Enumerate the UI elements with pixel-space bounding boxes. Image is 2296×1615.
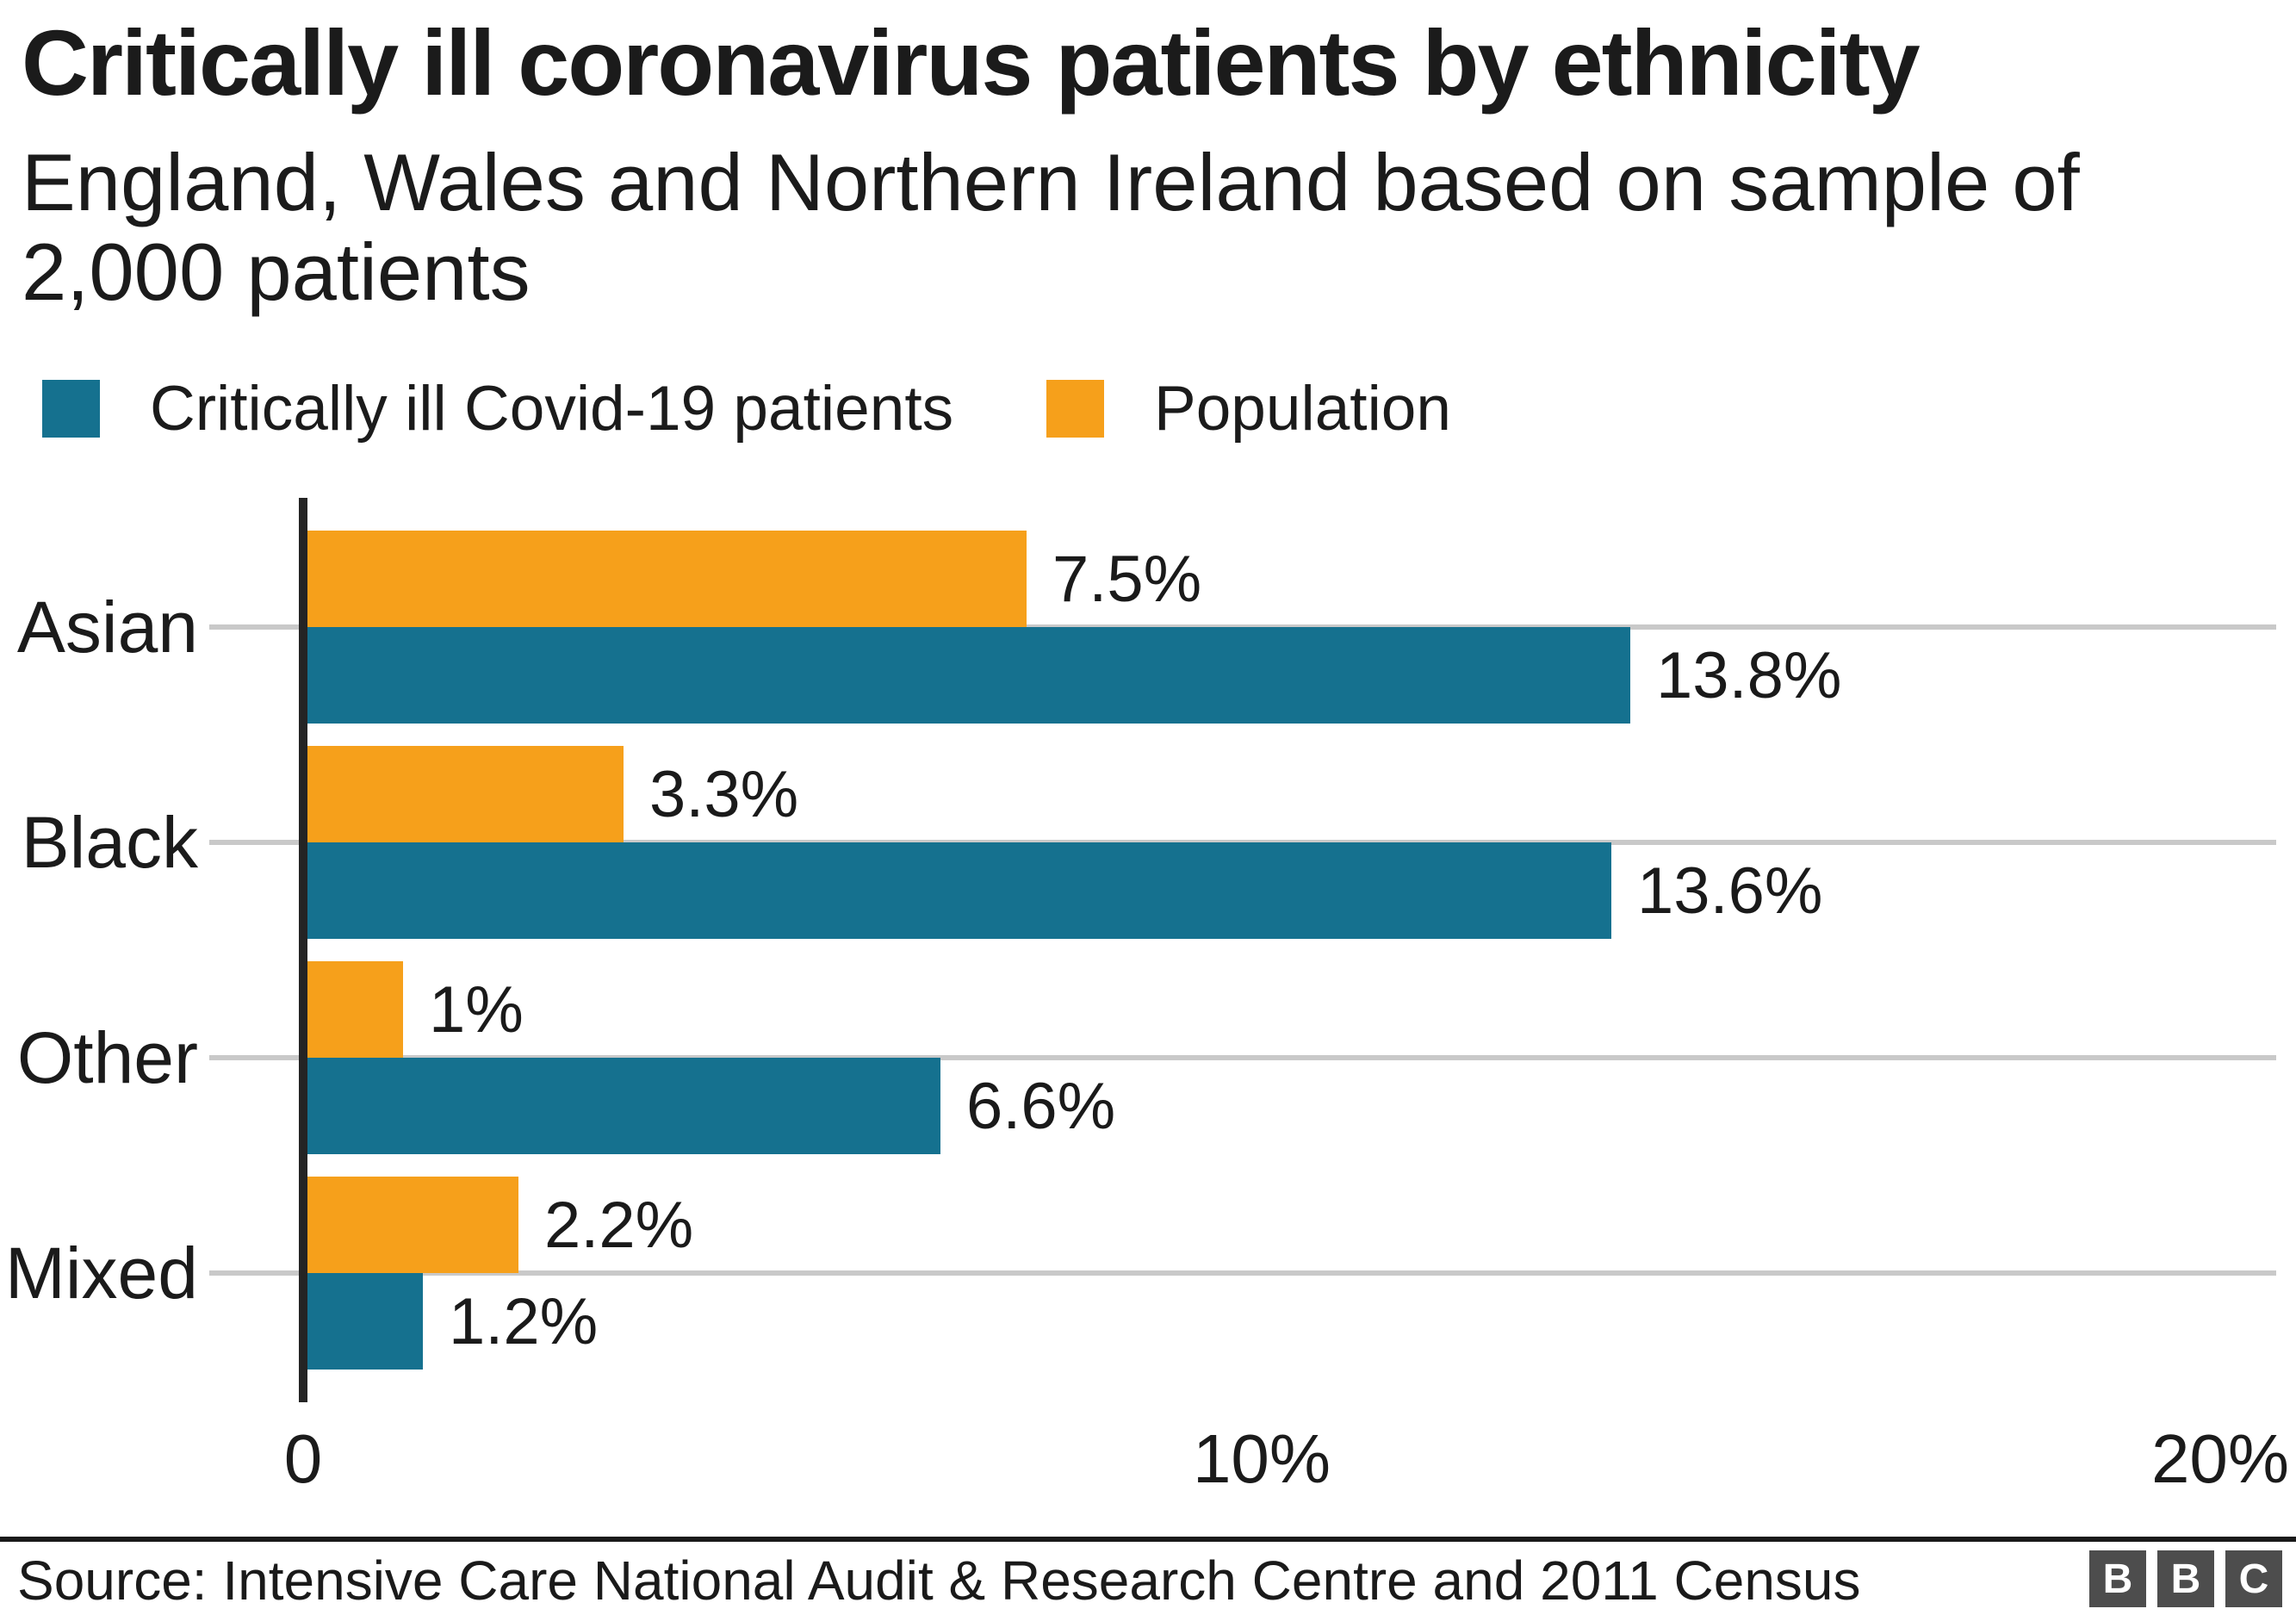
chart-title: Critically ill coronavirus patients by e… <box>22 10 1921 115</box>
bbc-logo-block-3: C <box>2225 1550 2282 1607</box>
bar-value-label: 3.3% <box>649 757 799 831</box>
gridline <box>209 1055 2276 1060</box>
legend-label: Critically ill Covid-19 patients <box>150 374 954 444</box>
bar-critically-ill-covid-19-patients-mixed <box>307 1273 423 1370</box>
bar-critically-ill-covid-19-patients-black <box>307 842 1611 939</box>
category-label-black: Black <box>21 801 198 883</box>
bar-population-mixed <box>307 1177 518 1273</box>
bar-value-label: 2.2% <box>544 1188 694 1262</box>
bar-value-label: 1% <box>429 972 524 1047</box>
x-tick-label-0: 0 <box>283 1420 323 1497</box>
legend-item-population: Population <box>1046 374 1451 444</box>
bar-value-label: 7.5% <box>1052 542 1202 616</box>
bar-value-label: 6.6% <box>966 1069 1116 1143</box>
bar-critically-ill-covid-19-patients-other <box>307 1058 940 1154</box>
source-caption: Source: Intensive Care National Audit & … <box>17 1550 1861 1612</box>
bar-population-other <box>307 961 403 1058</box>
chart-subtitle: England, Wales and Northern Ireland base… <box>22 137 2080 317</box>
y-axis-line <box>299 498 307 1402</box>
legend-swatch-orange <box>1046 380 1104 438</box>
legend-item-covid-patients: Critically ill Covid-19 patients <box>42 374 953 444</box>
bar-value-label: 13.6% <box>1637 854 1823 928</box>
legend-swatch-teal <box>42 380 100 438</box>
category-label-other: Other <box>16 1016 198 1098</box>
bar-critically-ill-covid-19-patients-asian <box>307 627 1630 724</box>
category-label-asian: Asian <box>16 586 198 668</box>
legend-label: Population <box>1154 374 1452 444</box>
bar-population-asian <box>307 531 1027 627</box>
category-label-mixed: Mixed <box>4 1232 198 1314</box>
bar-value-label: 13.8% <box>1656 638 1842 712</box>
x-tick-label-20pct: 20% <box>2150 1420 2290 1497</box>
bbc-logo-block-2: B <box>2157 1550 2214 1607</box>
x-tick-label-10pct: 10% <box>1192 1420 1331 1497</box>
bbc-logo-block-1: B <box>2089 1550 2146 1607</box>
bar-population-black <box>307 746 624 842</box>
footer-divider <box>0 1537 2296 1542</box>
gridline <box>209 1270 2276 1276</box>
bar-value-label: 1.2% <box>449 1284 599 1358</box>
